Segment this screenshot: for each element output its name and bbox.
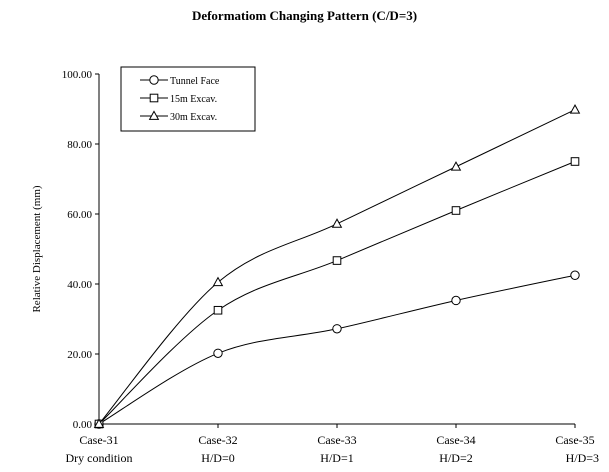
x-sub-label: H/D=1 <box>320 451 353 465</box>
legend-label: Tunnel Face <box>170 76 220 87</box>
series-line <box>99 110 575 424</box>
axes: 0.00 20.00 40.00 60.00 80.00 100.00 Case-31 Dry… <box>31 69 599 465</box>
y-tick-label: 60.00 <box>67 209 92 221</box>
legend-label: 15m Excav. <box>170 94 217 105</box>
x-sub-label: Dry condition <box>66 451 133 465</box>
series-line <box>99 162 575 425</box>
series-triangle <box>95 105 580 427</box>
circle-marker <box>452 296 460 304</box>
x-tick-label: Case-34 <box>436 433 475 447</box>
x-tick-label: Case-31 <box>79 433 118 447</box>
y-tick-label: 40.00 <box>67 279 92 291</box>
x-sub-label: H/D=2 <box>439 451 472 465</box>
series-square <box>95 158 579 428</box>
y-axis-title: Relative Displacement (mm) <box>31 185 43 312</box>
circle-marker <box>214 349 222 357</box>
triangle-marker <box>214 278 223 286</box>
circle-marker <box>571 271 579 279</box>
x-tick-label: Case-33 <box>317 433 356 447</box>
x-sub-label: H/D=3 <box>566 451 599 465</box>
circle-marker <box>150 76 158 84</box>
square-marker <box>214 306 222 314</box>
triangle-marker <box>452 162 461 170</box>
x-tick-label: Case-35 <box>555 433 594 447</box>
y-tick-label: 20.00 <box>67 349 92 361</box>
series-layer <box>95 105 580 428</box>
series-circle <box>95 271 579 428</box>
series-line <box>99 275 575 424</box>
square-marker <box>333 257 341 265</box>
square-marker <box>150 94 158 102</box>
x-tick-label: Case-32 <box>198 433 237 447</box>
x-sub-label: H/D=0 <box>201 451 234 465</box>
legend-label: 30m Excav. <box>170 112 217 123</box>
square-marker <box>571 158 579 166</box>
y-tick-label: 80.00 <box>67 139 92 151</box>
triangle-marker <box>333 219 342 227</box>
y-tick-label: 0.00 <box>73 419 93 431</box>
square-marker <box>452 207 460 215</box>
y-tick-label: 100.00 <box>62 69 93 81</box>
triangle-marker <box>571 105 580 113</box>
legend: Tunnel Face 15m Excav. 30m Excav. <box>121 67 255 131</box>
circle-marker <box>333 325 341 333</box>
